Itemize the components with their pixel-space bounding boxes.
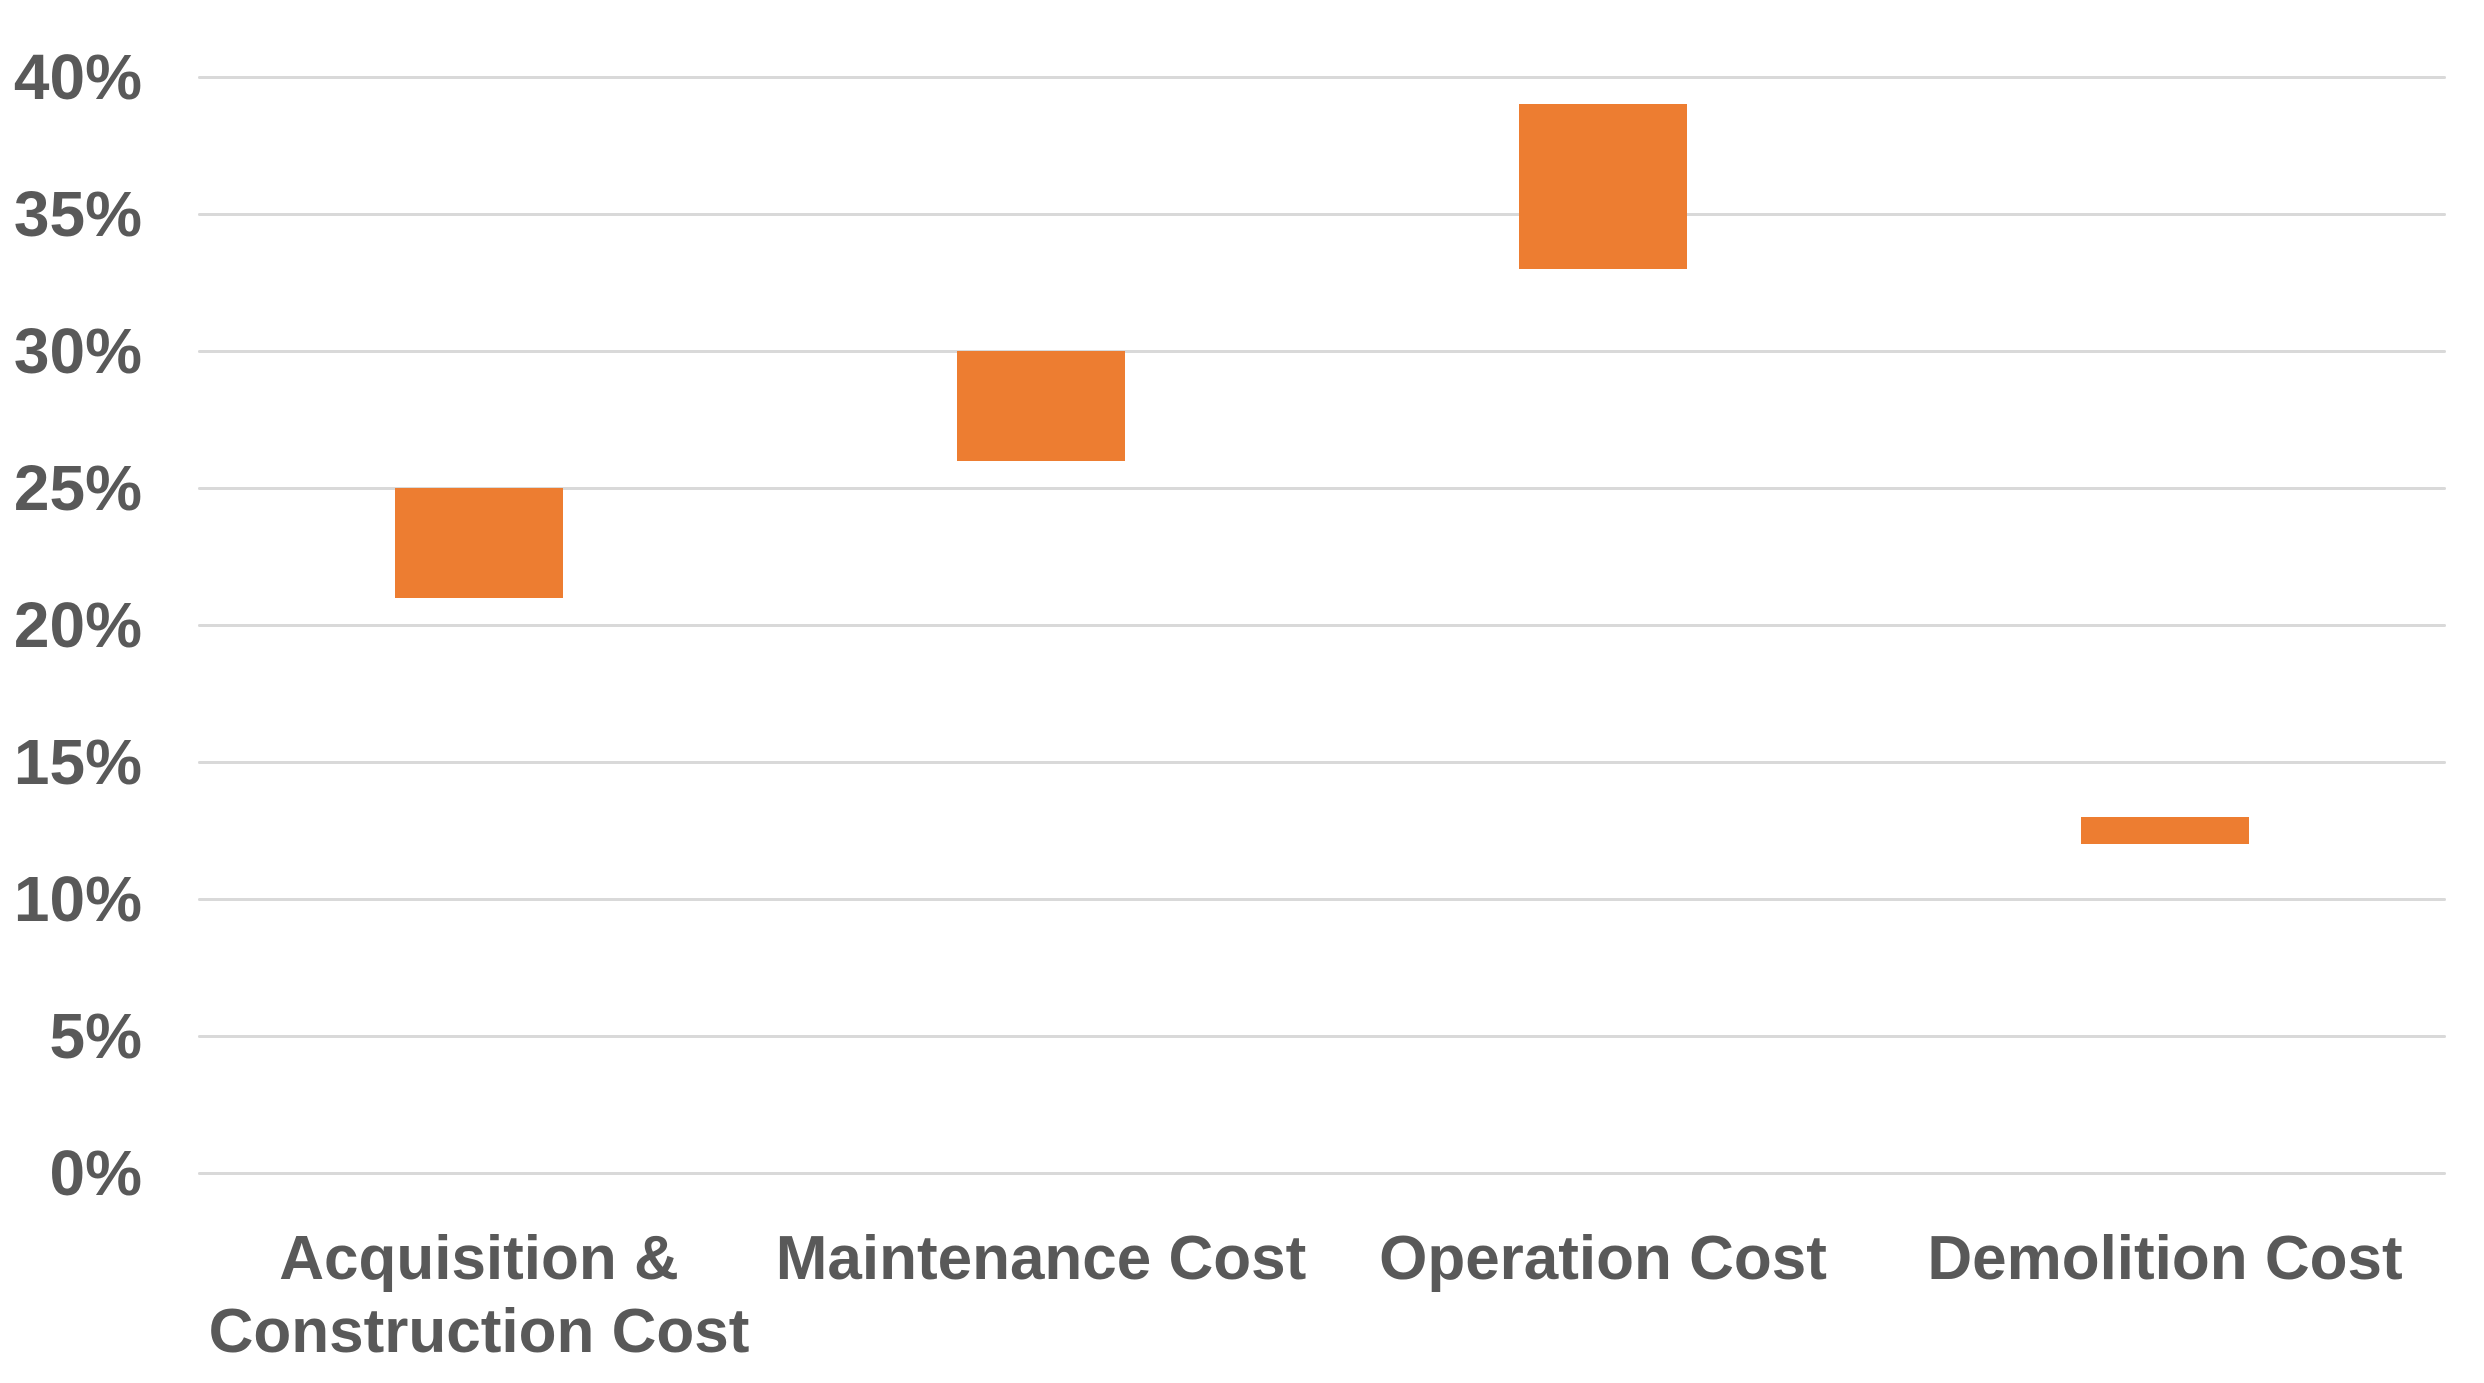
gridline	[198, 349, 2446, 353]
x-axis-category-label: Acquisition & Construction Cost	[208, 1224, 750, 1367]
gridline	[198, 623, 2446, 627]
y-axis-tick-label: 25%	[13, 452, 142, 524]
y-axis-tick-label: 15%	[13, 726, 142, 798]
gridline	[198, 1171, 2446, 1175]
y-axis-tick-label: 20%	[13, 589, 142, 661]
range-bar	[395, 488, 563, 598]
gridline	[198, 75, 2446, 79]
x-axis-category-label: Operation Cost	[1379, 1224, 1827, 1293]
gridline	[198, 897, 2446, 901]
gridline	[198, 212, 2446, 216]
y-axis-tick-label: 30%	[13, 315, 142, 387]
y-axis-tick-label: 5%	[49, 1000, 143, 1072]
gridline	[198, 760, 2446, 764]
y-axis-tick-label: 0%	[49, 1137, 143, 1209]
x-axis-category-label: Maintenance Cost	[775, 1224, 1307, 1293]
gridline	[198, 1034, 2446, 1038]
gridline	[198, 486, 2446, 490]
y-axis-tick-label: 40%	[13, 41, 142, 113]
range-bar	[957, 351, 1125, 461]
y-axis-tick-label: 10%	[13, 863, 142, 935]
range-bar	[2081, 816, 2249, 845]
x-axis-category-label: Demolition Cost	[1927, 1224, 2403, 1293]
range-bar	[1519, 104, 1687, 269]
y-axis-tick-label: 35%	[13, 178, 142, 250]
